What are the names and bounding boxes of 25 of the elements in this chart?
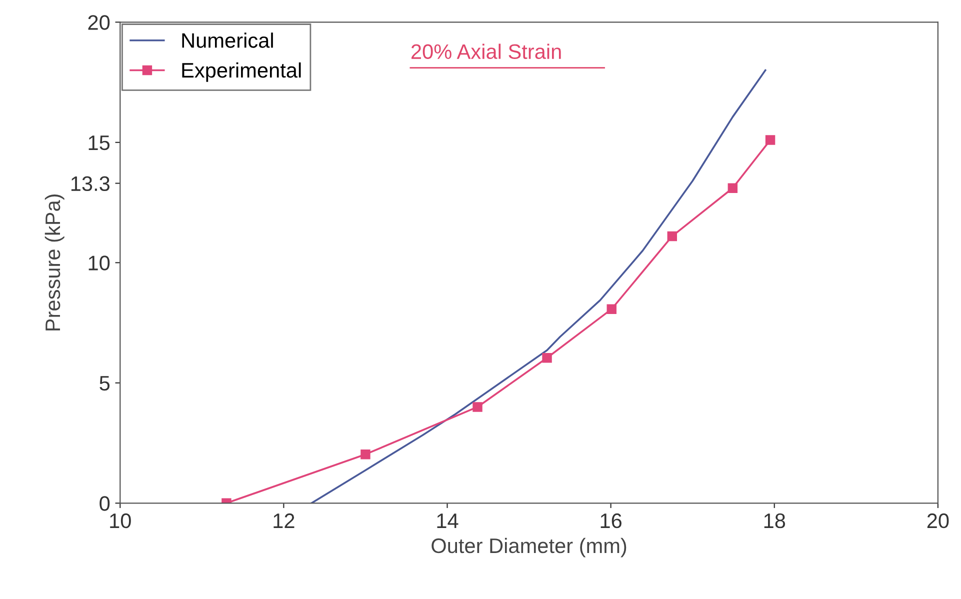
point [765,135,776,145]
y-tick-label: 10 [88,256,110,270]
point [542,353,552,363]
legend-label: Numerical [182,32,273,48]
legend-label: Experimental [182,62,301,82]
y-axis-title: Pressure (kPa) [44,194,64,330]
x-tick-label: 10 [110,513,131,528]
point [360,449,370,460]
point [606,304,616,314]
x-tick-label: 20 [927,513,949,528]
x-axis-title: Outer Diameter (mm) [432,538,626,558]
x-tick-label: 18 [764,513,786,528]
x-tick-label: 16 [600,513,622,528]
point [472,402,482,412]
annotation: 20% Axial Strain [411,44,561,60]
y-tick-label: 15 [88,136,110,150]
y-tick-label: 13.3 [71,176,110,192]
x-tick-label: 12 [274,513,294,528]
point [728,183,738,193]
y-tick-label: 20 [88,15,110,30]
y-tick-label: 0 [100,496,110,511]
x-tick-label: 14 [437,514,458,528]
line-series [310,69,766,504]
point [667,231,678,242]
y-tick-label: 5 [100,376,110,391]
